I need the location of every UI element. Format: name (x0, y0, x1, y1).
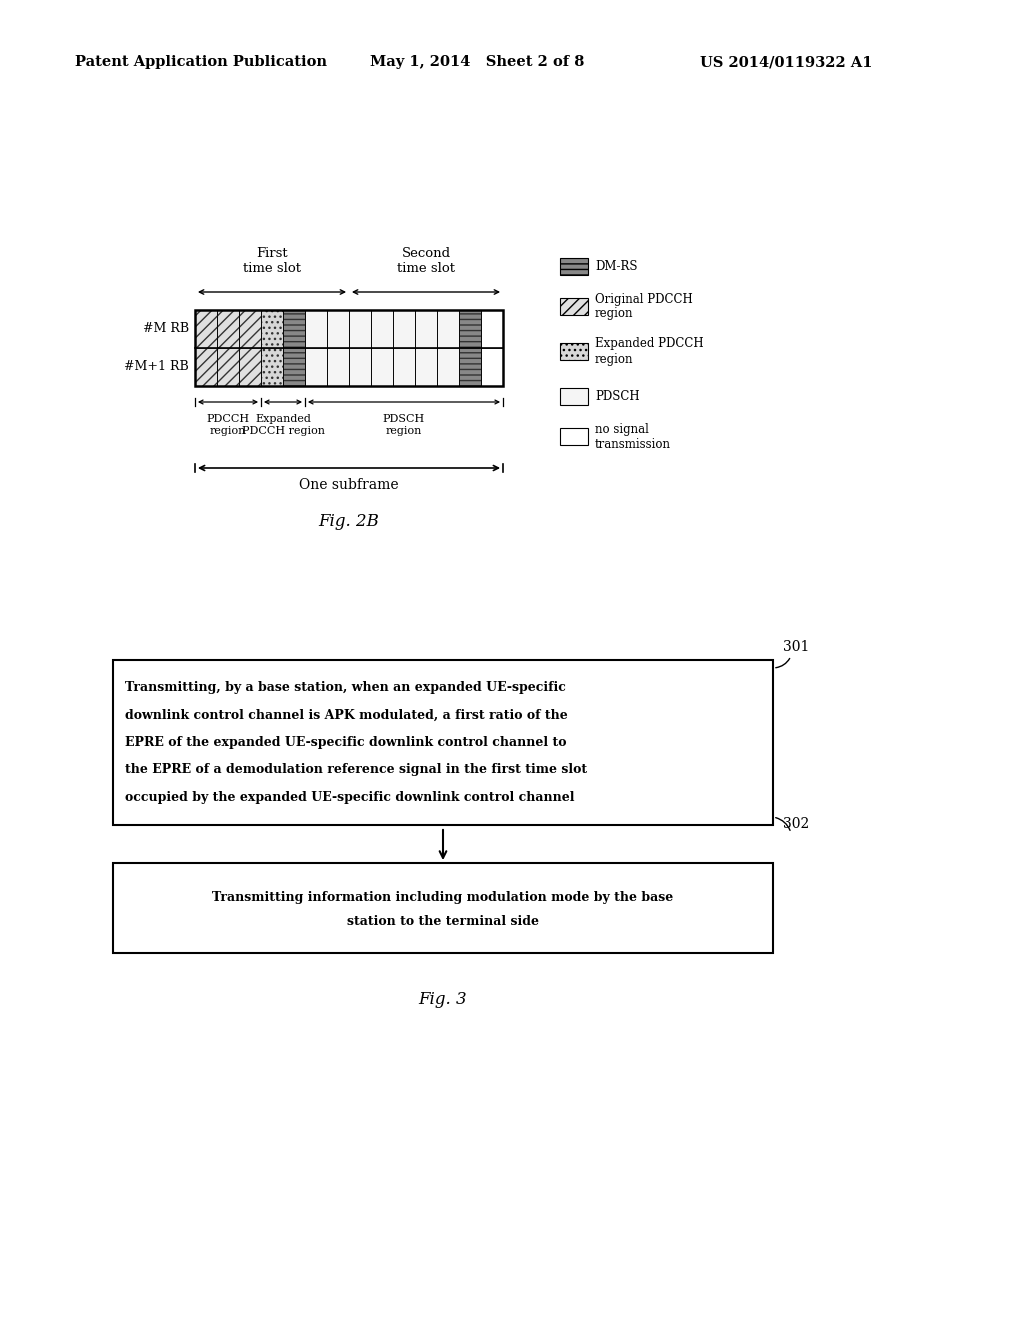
Bar (327, 348, 349, 385)
Text: Original PDCCH
region: Original PDCCH region (595, 293, 693, 321)
Bar (284, 371, 304, 379)
Bar (239, 310, 261, 348)
Bar (415, 348, 437, 385)
Bar (393, 348, 415, 385)
Bar (261, 348, 283, 385)
Bar (283, 348, 305, 385)
Text: downlink control channel is APK modulated, a first ratio of the: downlink control channel is APK modulate… (125, 709, 567, 722)
Bar (284, 313, 304, 319)
Text: 302: 302 (783, 817, 809, 832)
Bar (284, 323, 304, 330)
Bar (460, 350, 480, 358)
Bar (305, 310, 327, 348)
Bar (283, 310, 305, 348)
Text: the EPRE of a demodulation reference signal in the first time slot: the EPRE of a demodulation reference sig… (125, 763, 587, 776)
Bar (261, 310, 283, 348)
Bar (481, 310, 503, 348)
Bar (437, 348, 459, 385)
Bar (113, 660, 773, 825)
Bar (305, 348, 327, 385)
Bar (459, 348, 481, 385)
Bar (371, 348, 393, 385)
Bar (284, 334, 304, 341)
Bar (195, 310, 217, 348)
Bar (349, 348, 371, 385)
Text: #M+1 RB: #M+1 RB (124, 360, 189, 374)
Bar (560, 343, 588, 360)
Bar (371, 310, 393, 348)
Bar (460, 371, 480, 379)
Text: time slot: time slot (397, 261, 455, 275)
Text: Expanded PDCCH
region: Expanded PDCCH region (595, 338, 703, 366)
Bar (460, 323, 480, 330)
Bar (195, 310, 503, 385)
Bar (217, 310, 239, 348)
Text: Fig. 2B: Fig. 2B (318, 513, 380, 531)
Text: time slot: time slot (243, 261, 301, 275)
Text: PDSCH: PDSCH (595, 389, 640, 403)
Text: First: First (256, 247, 288, 260)
Text: EPRE of the expanded UE-specific downlink control channel to: EPRE of the expanded UE-specific downlin… (125, 737, 566, 748)
Bar (283, 310, 305, 348)
Bar (113, 863, 773, 953)
Text: occupied by the expanded UE-specific downlink control channel: occupied by the expanded UE-specific dow… (125, 791, 574, 804)
Text: May 1, 2014   Sheet 2 of 8: May 1, 2014 Sheet 2 of 8 (370, 55, 585, 69)
Bar (560, 428, 588, 445)
Bar (393, 310, 415, 348)
Text: PDCCH
region: PDCCH region (207, 414, 250, 436)
Bar (460, 360, 480, 368)
Bar (284, 360, 304, 368)
Bar (349, 310, 371, 348)
Bar (437, 310, 459, 348)
Text: Transmitting information including modulation mode by the base: Transmitting information including modul… (212, 891, 674, 904)
Text: no signal
transmission: no signal transmission (595, 422, 671, 450)
Bar (459, 310, 481, 348)
Bar (460, 313, 480, 319)
Text: Second: Second (401, 247, 451, 260)
Text: 301: 301 (783, 640, 809, 653)
Bar (560, 257, 588, 275)
Text: Patent Application Publication: Patent Application Publication (75, 55, 327, 69)
Bar (415, 310, 437, 348)
Text: Fig. 3: Fig. 3 (419, 991, 467, 1008)
Bar (560, 298, 588, 315)
Text: DM-RS: DM-RS (595, 260, 638, 273)
Bar (217, 348, 239, 385)
Text: #M RB: #M RB (143, 322, 189, 335)
Bar (481, 348, 503, 385)
Bar (195, 348, 217, 385)
Text: US 2014/0119322 A1: US 2014/0119322 A1 (700, 55, 872, 69)
Bar (460, 334, 480, 341)
Text: Transmitting, by a base station, when an expanded UE-specific: Transmitting, by a base station, when an… (125, 681, 566, 694)
Bar (283, 348, 305, 385)
Bar (284, 350, 304, 358)
Bar (560, 388, 588, 405)
Bar (459, 310, 481, 348)
Bar (459, 348, 481, 385)
Bar (327, 310, 349, 348)
Text: PDSCH
region: PDSCH region (383, 414, 425, 436)
Text: One subframe: One subframe (299, 478, 398, 492)
Text: Expanded
PDCCH region: Expanded PDCCH region (242, 414, 325, 436)
Text: station to the terminal side: station to the terminal side (347, 915, 539, 928)
Bar (239, 348, 261, 385)
